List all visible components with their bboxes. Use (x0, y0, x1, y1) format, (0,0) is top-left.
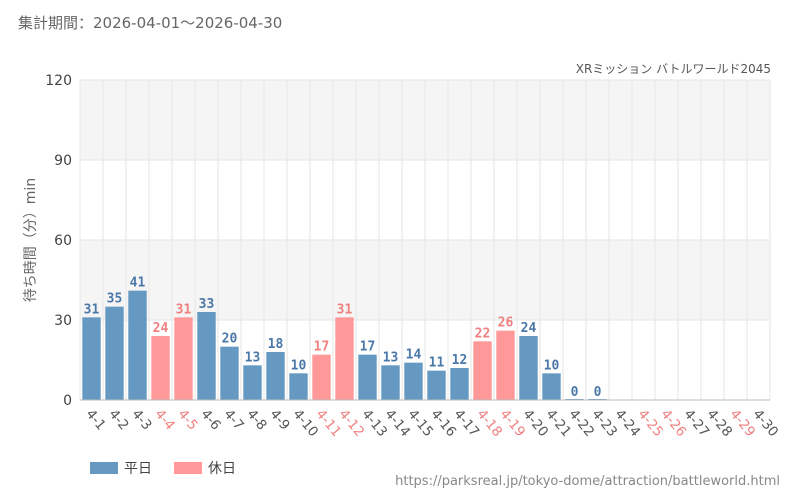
bar (82, 317, 101, 400)
data-label: 17 (360, 340, 376, 355)
bar (519, 336, 538, 400)
bar (496, 330, 515, 400)
x-tick-label: 4-9 (266, 406, 292, 433)
x-tick-label: 4-14 (381, 406, 413, 440)
x-tick-label: 4-20 (519, 406, 551, 440)
data-label: 31 (337, 302, 353, 317)
data-label: 24 (153, 321, 169, 336)
data-label: 24 (521, 321, 537, 336)
x-tick-label: 4-6 (197, 406, 223, 433)
data-label: 10 (291, 358, 307, 373)
bar (128, 290, 147, 400)
y-axis-label: 待ち時間（分）min (23, 178, 39, 302)
data-label: 17 (314, 340, 330, 355)
data-labels: 31 35 41 24 31 33 20 13 18 10 17 31 17 13 14 11 12 22 26 24… (84, 276, 602, 400)
legend-label: 休日 (208, 461, 236, 477)
legend-label: 平日 (124, 461, 152, 477)
bar (542, 373, 561, 400)
data-label: 18 (268, 337, 284, 352)
x-tick-label: 4-24 (611, 406, 643, 440)
x-tick-label: 4-25 (634, 406, 666, 440)
data-label: 33 (199, 297, 215, 312)
x-tick-label: 4-5 (174, 406, 200, 433)
bar (151, 336, 170, 400)
x-tick-label: 4-11 (312, 406, 344, 440)
data-label: 35 (107, 292, 123, 307)
x-tick-label: 4-13 (358, 406, 390, 440)
x-tick-label: 4-17 (450, 406, 482, 440)
y-tick-label: 60 (54, 233, 72, 249)
bar (220, 346, 239, 400)
legend-item-holiday: 休日 (174, 458, 236, 478)
x-tick-label: 4-2 (105, 406, 131, 433)
bar (473, 341, 492, 400)
collection-period: 集計期間：2026-04-01〜2026-04-30 (18, 14, 283, 32)
bar (358, 354, 377, 400)
x-tick-label: 4-21 (542, 406, 574, 440)
y-tick-label: 120 (45, 73, 72, 89)
x-tick-label: 4-27 (680, 406, 712, 440)
data-label: 14 (406, 348, 422, 363)
bar (266, 352, 285, 400)
bar (381, 365, 400, 400)
bar (404, 362, 423, 400)
y-axis-ticks: 0 30 60 90 120 (45, 73, 72, 409)
y-tick-label: 90 (54, 153, 72, 169)
bar (335, 317, 354, 400)
bar (174, 317, 193, 400)
data-label: 26 (498, 316, 514, 331)
bar (197, 312, 216, 400)
x-tick-label: 4-26 (657, 406, 689, 440)
data-label: 41 (130, 276, 146, 291)
x-tick-label: 4-1 (82, 406, 108, 433)
x-tick-label: 4-3 (128, 406, 154, 433)
data-label: 20 (222, 332, 238, 347)
bar (312, 354, 331, 400)
data-label: 31 (84, 302, 100, 317)
bar (427, 370, 446, 400)
legend-item-weekday: 平日 (90, 458, 152, 478)
y-tick-label: 0 (63, 393, 72, 409)
data-label: 0 (571, 385, 579, 400)
x-tick-label: 4-8 (243, 406, 269, 433)
bar (105, 306, 124, 400)
source-url[interactable]: https://parksreal.jp/tokyo-dome/attracti… (395, 474, 780, 489)
x-tick-label: 4-29 (726, 406, 758, 440)
data-label: 12 (452, 353, 468, 368)
x-tick-label: 4-10 (289, 406, 321, 440)
data-label: 10 (544, 358, 560, 373)
legend-swatch (90, 462, 118, 474)
x-tick-label: 4-22 (565, 406, 597, 440)
data-label: 0 (594, 385, 602, 400)
legend: 平日 休日 (90, 458, 258, 478)
x-tick-label: 4-16 (427, 406, 459, 440)
x-tick-label: 4-30 (749, 406, 781, 440)
data-label: 13 (383, 350, 399, 365)
data-label: 22 (475, 326, 491, 341)
x-axis-ticks: 4-14-24-34-44-54-64-74-84-94-104-114-124… (82, 406, 781, 440)
data-label: 13 (245, 350, 261, 365)
chart-title: XRミッション バトルワールド2045 (575, 62, 771, 76)
bar (243, 365, 262, 400)
bars (82, 290, 607, 400)
x-tick-label: 4-4 (151, 406, 177, 433)
y-tick-label: 30 (54, 313, 72, 329)
x-tick-label: 4-7 (220, 406, 246, 433)
bar (450, 368, 469, 400)
data-label: 31 (176, 302, 192, 317)
x-tick-label: 4-23 (588, 406, 620, 440)
data-label: 11 (429, 356, 445, 371)
x-tick-label: 4-15 (404, 406, 436, 440)
x-tick-label: 4-19 (496, 406, 528, 440)
x-tick-label: 4-28 (703, 406, 735, 440)
legend-swatch (174, 462, 202, 474)
bar (289, 373, 308, 400)
x-tick-label: 4-18 (473, 406, 505, 440)
x-tick-label: 4-12 (335, 406, 367, 440)
